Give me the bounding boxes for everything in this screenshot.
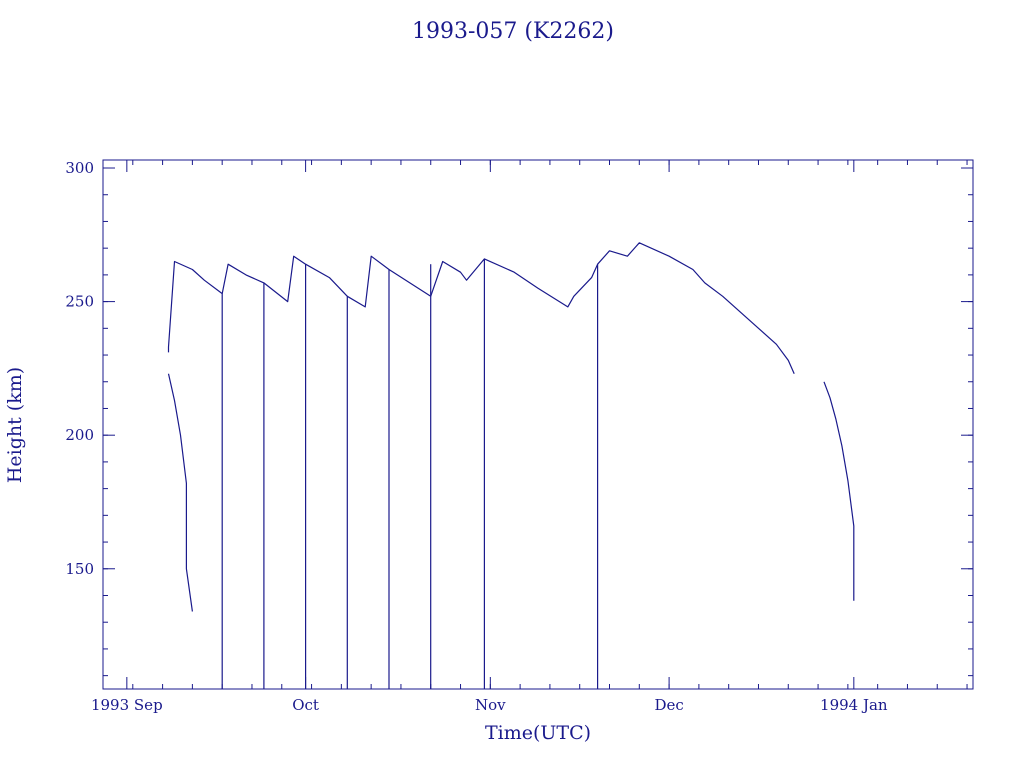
y-tick-label: 250 bbox=[65, 293, 94, 311]
series-line bbox=[597, 242, 795, 374]
x-tick-label: Nov bbox=[475, 696, 506, 714]
x-axis-title: Time(UTC) bbox=[485, 722, 591, 744]
chart-title: 1993-057 (K2262) bbox=[412, 19, 614, 44]
series-line bbox=[167, 373, 193, 612]
x-tick-label: 1993 Sep bbox=[91, 696, 163, 714]
series-line bbox=[221, 263, 265, 689]
series-line bbox=[388, 268, 432, 689]
series-line bbox=[346, 255, 390, 689]
y-axis-ticks: 150 200 250 300 bbox=[65, 159, 973, 677]
y-axis-title: Height (km) bbox=[4, 367, 26, 483]
height-series bbox=[167, 242, 855, 689]
y-tick-label: 150 bbox=[65, 560, 94, 578]
y-tick-label: 200 bbox=[65, 426, 94, 444]
series-line bbox=[305, 263, 348, 689]
series-line bbox=[167, 260, 223, 689]
series-line bbox=[430, 258, 485, 689]
plot-frame bbox=[102, 159, 974, 690]
series-line bbox=[484, 258, 599, 689]
x-tick-label: Dec bbox=[654, 696, 683, 714]
y-tick-label: 300 bbox=[65, 159, 94, 177]
series-line bbox=[823, 381, 855, 601]
x-tick-label: Oct bbox=[292, 696, 319, 714]
x-tick-label: 1994 Jan bbox=[820, 696, 888, 714]
series-line bbox=[263, 255, 307, 689]
